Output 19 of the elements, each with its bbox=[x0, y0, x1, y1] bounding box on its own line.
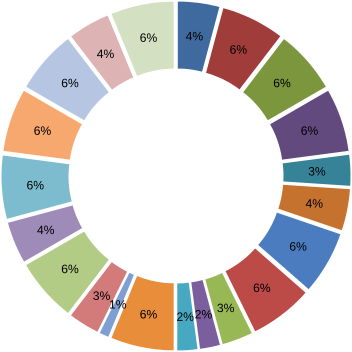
data-label: 6% bbox=[27, 180, 44, 190]
data-label: 4% bbox=[306, 199, 323, 208]
data-label: 3% bbox=[308, 167, 326, 176]
data-label: 6% bbox=[290, 242, 306, 251]
data-label: 4% bbox=[186, 32, 203, 40]
data-label: 4% bbox=[97, 50, 114, 58]
data-label: 6% bbox=[62, 264, 78, 274]
data-label: 6% bbox=[140, 33, 157, 42]
data-label: 2% bbox=[177, 312, 194, 321]
data-label: 6% bbox=[34, 126, 51, 135]
data-label: 6% bbox=[254, 284, 270, 292]
data-label: 6% bbox=[301, 126, 318, 135]
data-label: 3% bbox=[217, 304, 234, 312]
data-label: 6% bbox=[62, 78, 78, 88]
data-label: 6% bbox=[230, 45, 247, 54]
data-label: 6% bbox=[140, 310, 157, 319]
data-label: 3% bbox=[93, 291, 110, 300]
data-label: 6% bbox=[274, 78, 290, 88]
data-label: 4% bbox=[37, 226, 54, 234]
